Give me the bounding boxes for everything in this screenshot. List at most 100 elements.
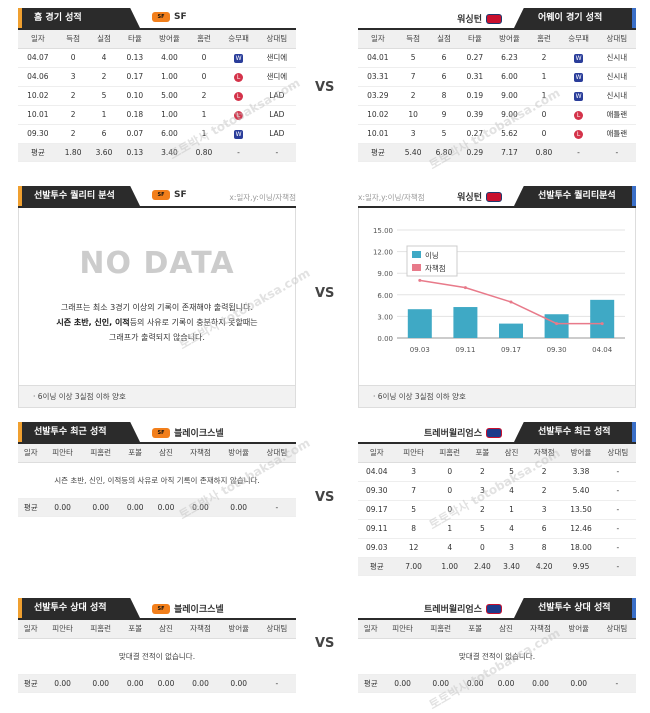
vs-label: VS: [315, 286, 335, 301]
table-cell: 신시내: [597, 48, 636, 68]
table-cell: 0.00: [150, 498, 182, 517]
quality-tab: 선발투수 퀄리티 분석: [18, 186, 140, 206]
recent-tab: 선발투수 최근 성적: [514, 422, 636, 442]
table-cell: 평균: [18, 143, 58, 162]
column-header: 피홈런: [421, 620, 460, 639]
average-row: 평균 0.00 0.00 0.00 0.00 0.00 0.00-: [358, 674, 636, 693]
empty-message: 맞대결 전적이 없습니다.: [358, 638, 636, 675]
table-cell: L: [219, 86, 258, 106]
table-cell: 1.80: [57, 143, 89, 162]
table-cell: -: [219, 143, 258, 162]
table-cell: 8: [526, 538, 563, 558]
line-point: [463, 286, 467, 290]
table-cell: 3.40: [150, 143, 189, 162]
table-row: 10.01 2 1 0.18 1.00 1 L LAD: [18, 105, 296, 125]
table-cell: 0: [528, 105, 560, 125]
table-cell: 2: [526, 481, 563, 501]
table-cell: LAD: [257, 86, 296, 106]
table-cell: 3.38: [562, 462, 600, 482]
table-row: 04.07 0 4 0.13 4.00 0 W 샌디에: [18, 48, 296, 68]
sf-logo-icon: SF: [152, 427, 170, 438]
table-cell: 0.00: [459, 674, 491, 693]
table-row: 09.30 7 0 3 4 2 5.40-: [358, 481, 636, 501]
table-cell: -: [559, 143, 598, 162]
column-header: 상대팀: [597, 30, 636, 49]
loss-icon: L: [574, 129, 584, 139]
bar-innings: [590, 299, 615, 338]
table-cell: 2: [57, 105, 89, 125]
table-cell: 5: [395, 500, 432, 520]
average-row: 평균 5.40 6.80 0.29 7.17 0.80- -: [358, 143, 636, 162]
table-cell: -: [257, 498, 296, 517]
table-cell: 2: [526, 462, 563, 482]
table-cell: 9.00: [490, 86, 529, 106]
pitcher-h2h-panel-right: 선발투수 상대 성적 트레버윌리엄스 일자 피안타 피홈런 포볼 삼진 자책점 방어율 상대팀…: [358, 598, 636, 693]
x-tick-label: 04.04: [592, 346, 613, 354]
column-header: 일자: [358, 30, 398, 49]
table-cell: 0.00: [421, 674, 460, 693]
vs-label: VS: [315, 80, 335, 95]
table-cell: 0.00: [490, 674, 522, 693]
table-cell: 신시내: [597, 86, 636, 106]
table-row: 09.30 2 6 0.07 6.00 1 W LAD: [18, 124, 296, 144]
table-cell: 3.40: [496, 557, 527, 576]
team-label: 트레버윌리엄스: [424, 426, 502, 439]
table-cell: 03.31: [358, 67, 398, 87]
table-cell: 0.07: [119, 124, 151, 144]
table-row: 10.02 2 5 0.10 5.00 2 L LAD: [18, 86, 296, 106]
table-cell: 애틀랜: [597, 124, 636, 144]
column-header: 삼진: [490, 620, 522, 639]
away-record-tab: 어웨이 경기 성적: [514, 8, 636, 28]
table-cell: 1: [528, 67, 560, 87]
table-cell: 0.00: [81, 674, 120, 693]
home-record-panel: 홈 경기 성적 SF SF 일자 득점 실점 타율 방어율 홈런 승무패 상대팀 04.07 0 4 0…: [18, 8, 296, 162]
table-cell: 4: [496, 481, 527, 501]
vs-label: VS: [315, 636, 335, 651]
table-cell: 0.13: [119, 48, 151, 68]
sf-logo-icon: SF: [152, 190, 170, 200]
chart-area: 0.00 3.00 6.00 9.00 12.00 15.00 09.03 09.11 09.1…: [358, 208, 636, 386]
column-header: 피홈런: [81, 620, 120, 639]
table-cell: 0.00: [181, 498, 220, 517]
legend-label-innings: 이닝: [425, 250, 439, 260]
table-cell: 0.80: [528, 143, 560, 162]
table-cell: 04.01: [358, 48, 398, 68]
table-cell: W: [219, 124, 258, 144]
loss-icon: L: [234, 110, 244, 120]
table-cell: 6: [526, 519, 563, 539]
table-cell: 1.00: [150, 67, 189, 87]
table-cell: -: [597, 143, 636, 162]
table-cell: W: [559, 67, 598, 87]
pitcher-quality-panel-left: 선발투수 퀄리티 분석 SF SF x:일자,y:이닝/자책점 NO DATA 그…: [18, 186, 296, 408]
table-cell: 3: [57, 67, 89, 87]
table-cell: 0.00: [521, 674, 560, 693]
table-cell: 0.00: [559, 674, 598, 693]
table-cell: 2: [188, 86, 220, 106]
table-cell: 5.62: [490, 124, 529, 144]
table-cell: 5: [428, 124, 460, 144]
column-header: 득점: [397, 30, 429, 49]
column-header: 자책점: [526, 444, 563, 463]
pitcher-quality-panel-right: 선발투수 퀄리티분석 워싱턴 x:일자,y:이닝/자책점 0.00 3.00 6.0…: [358, 186, 636, 408]
column-header: 실점: [428, 30, 460, 49]
table-cell: 0.29: [459, 143, 491, 162]
table-cell: L: [219, 105, 258, 125]
table-cell: 0.39: [459, 105, 491, 125]
table-cell: 0.00: [43, 674, 82, 693]
table-cell: 0.27: [459, 48, 491, 68]
table-row: 10.02 10 9 0.39 9.00 0 L 애틀랜: [358, 105, 636, 125]
column-header: 타율: [119, 30, 151, 49]
axis-hint: x:일자,y:이닝/자책점: [358, 193, 425, 202]
h2h-tab: 선발투수 상대 성적: [514, 598, 636, 618]
nationals-logo-icon: [486, 13, 502, 24]
x-tick-label: 09.11: [455, 346, 475, 354]
table-cell: 10.01: [18, 105, 58, 125]
pitcher-h2h-panel-left: 선발투수 상대 성적 SF 블레이크스넬 일자 피안타 피홈런 포볼 삼진 자책점 방어율 상대…: [18, 598, 296, 693]
column-header: 자책점: [521, 620, 560, 639]
table-cell: 09.11: [358, 519, 396, 539]
no-data-text: NO DATA: [79, 246, 235, 281]
h2h-tab: 선발투수 상대 성적: [18, 598, 140, 618]
table-cell: 4: [431, 538, 468, 558]
table-cell: 6.23: [490, 48, 529, 68]
table-cell: 0.17: [119, 67, 151, 87]
